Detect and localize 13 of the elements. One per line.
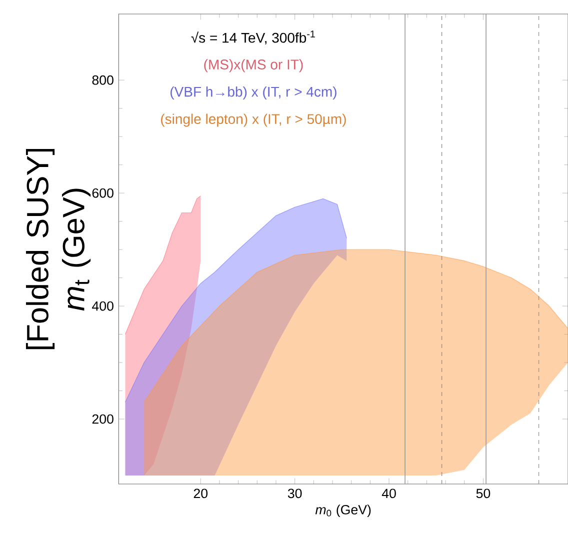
text: (single lepton) x (IT, r > 50µm) [161, 114, 346, 127]
x-tick-label: 30 [288, 488, 302, 498]
y-tick-label: 600 [92, 188, 114, 198]
text: (MS)x(MS or IT) [204, 59, 303, 72]
text: (VBF h→bb) x (IT, r > 4cm) [170, 86, 336, 100]
x-tick-label: 20 [194, 488, 208, 498]
y-tick-label: 400 [92, 301, 114, 311]
annotation: √s = 14 TeV, 300fb$^{-1}$ [191, 30, 315, 44]
x-axis-title: m$_{0}$ (GeV) [315, 504, 371, 518]
y-tick-label: 800 [92, 75, 114, 85]
x-tick-label: 50 [476, 488, 490, 498]
y-tick-label: 200 [92, 414, 114, 424]
x-tick-label: 40 [382, 488, 396, 498]
